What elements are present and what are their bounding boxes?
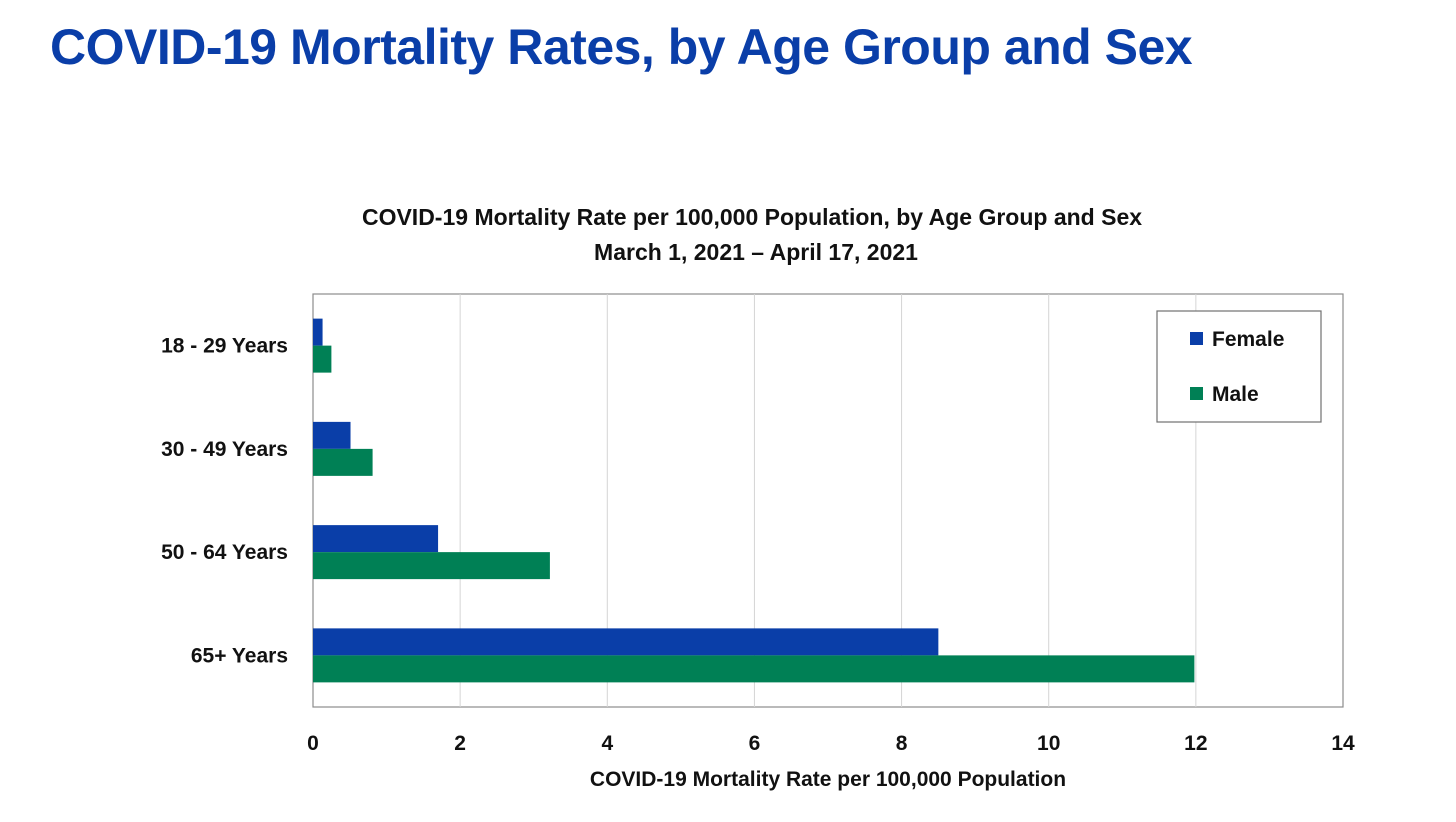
bar-male-2 [313, 552, 550, 580]
chart-subtitle: March 1, 2021 – April 17, 2021 [594, 239, 918, 265]
legend: Female Male [1156, 310, 1322, 423]
bar-female-0 [313, 318, 323, 346]
category-label: 65+ Years [191, 644, 288, 667]
x-tick-label: 2 [454, 732, 466, 755]
bar-female-2 [313, 525, 439, 553]
legend-swatch-female [1190, 332, 1203, 345]
x-tick-label: 14 [1331, 732, 1355, 755]
bar-female-1 [313, 421, 351, 449]
legend-label-female: Female [1212, 328, 1284, 351]
x-tick-label: 4 [601, 732, 613, 755]
category-label: 50 - 64 Years [161, 541, 288, 564]
bar-male-1 [313, 448, 373, 476]
category-label: 18 - 29 Years [161, 335, 288, 358]
x-tick-label: 8 [896, 732, 908, 755]
legend-box [1156, 310, 1322, 423]
x-tick-label: 0 [307, 732, 319, 755]
bar-male-0 [313, 345, 332, 373]
x-tick-label: 6 [749, 732, 761, 755]
category-label: 30 - 49 Years [161, 438, 288, 461]
legend-label-male: Male [1212, 383, 1259, 406]
x-axis-label: COVID-19 Mortality Rate per 100,000 Popu… [590, 768, 1066, 791]
bars [313, 318, 1195, 683]
x-tick-label: 12 [1184, 732, 1207, 755]
x-tick-labels: 0 2 4 6 8 10 12 14 [307, 732, 1355, 755]
legend-swatch-male [1190, 387, 1203, 400]
bar-female-3 [313, 628, 939, 656]
chart-title: COVID-19 Mortality Rate per 100,000 Popu… [362, 204, 1142, 230]
slide-title: COVID-19 Mortality Rates, by Age Group a… [50, 19, 1193, 75]
x-tick-label: 10 [1037, 732, 1060, 755]
bar-male-3 [313, 655, 1195, 683]
category-labels: 18 - 29 Years 30 - 49 Years 50 - 64 Years 6… [161, 335, 288, 668]
